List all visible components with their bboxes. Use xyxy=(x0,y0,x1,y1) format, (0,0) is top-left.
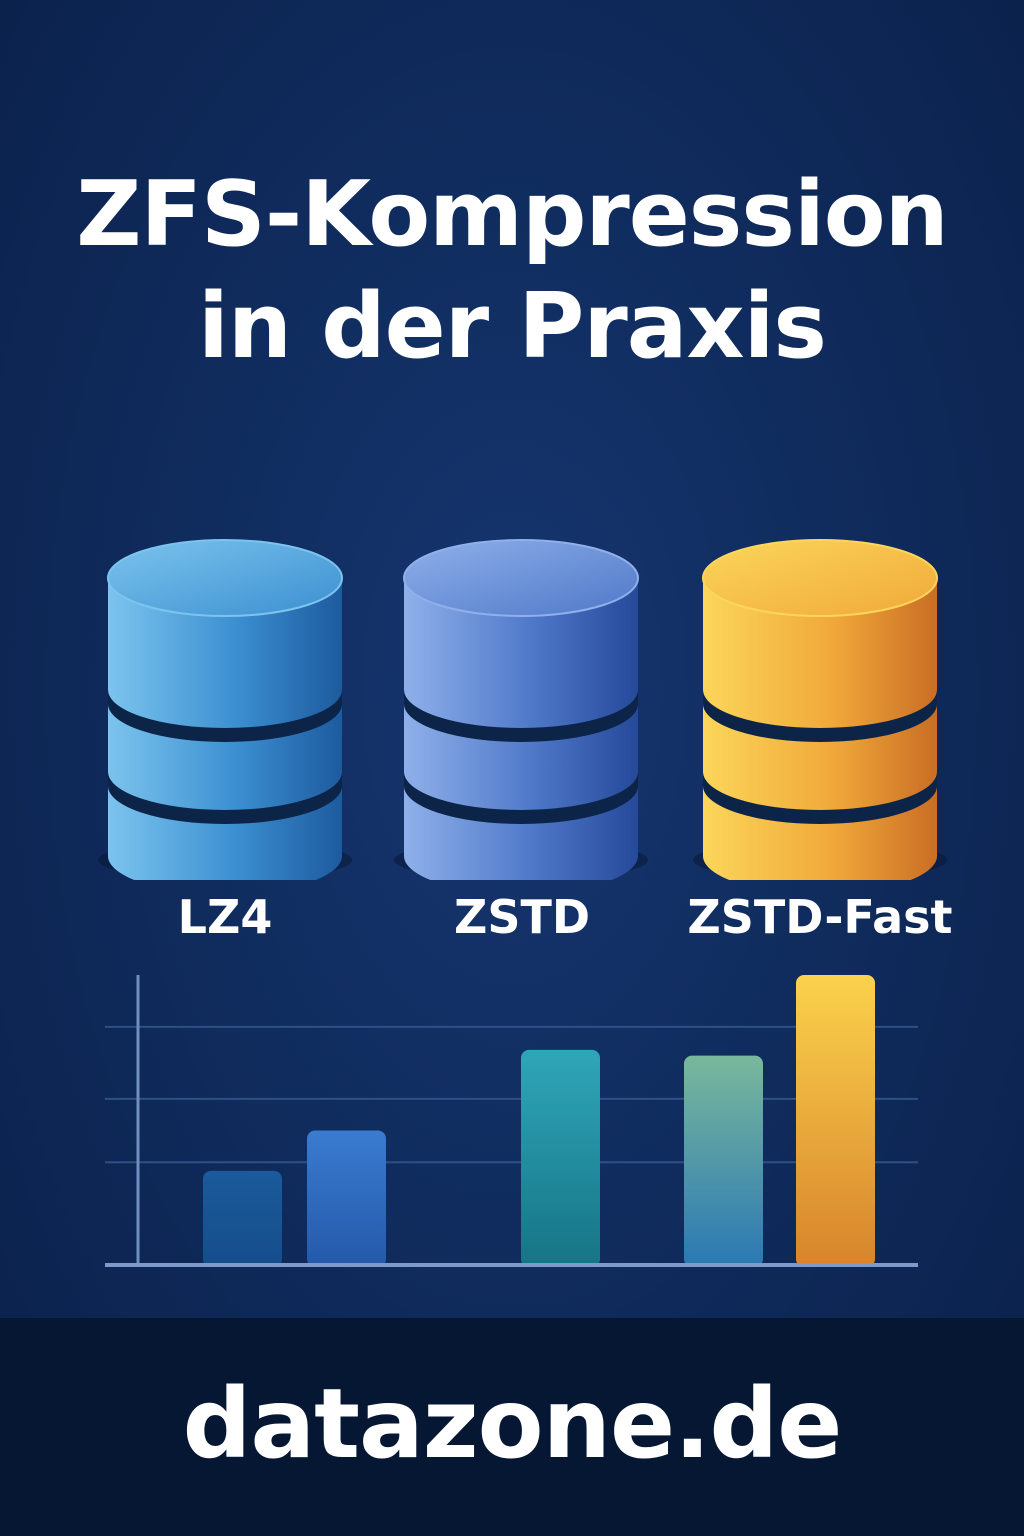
x-axis xyxy=(105,1263,918,1267)
cylinder-segment xyxy=(108,578,342,728)
cylinder-gap xyxy=(404,690,638,742)
bar xyxy=(307,1130,386,1267)
database-cylinders xyxy=(98,539,947,880)
cylinder-segment xyxy=(703,578,937,728)
database-icon xyxy=(394,539,648,880)
bar xyxy=(203,1170,282,1267)
cylinder-gap xyxy=(703,690,937,742)
cylinder-gap xyxy=(703,772,937,824)
bar-chart xyxy=(105,975,918,1267)
footer: datazone.de xyxy=(0,1318,1024,1536)
bar xyxy=(684,1055,763,1267)
cylinder-top xyxy=(702,539,938,617)
cylinder-top xyxy=(403,539,639,617)
site-name: datazone.de xyxy=(182,1368,843,1480)
cylinder-gap xyxy=(108,772,342,824)
cylinder-top xyxy=(107,539,343,617)
title-line-2: in der Praxis xyxy=(198,274,827,379)
database-icon xyxy=(693,539,947,880)
cylinder-gap xyxy=(404,772,638,824)
label-zstd-fast: ZSTD-Fast xyxy=(687,890,953,944)
bar xyxy=(796,975,875,1267)
bar xyxy=(521,1049,600,1267)
label-zstd: ZSTD xyxy=(453,890,591,944)
database-icon xyxy=(98,539,352,880)
cylinder-gap xyxy=(108,690,342,742)
cylinder-segment xyxy=(404,578,638,728)
title-line-1: ZFS-Kompression xyxy=(76,162,948,267)
label-lz4: LZ4 xyxy=(177,890,273,944)
